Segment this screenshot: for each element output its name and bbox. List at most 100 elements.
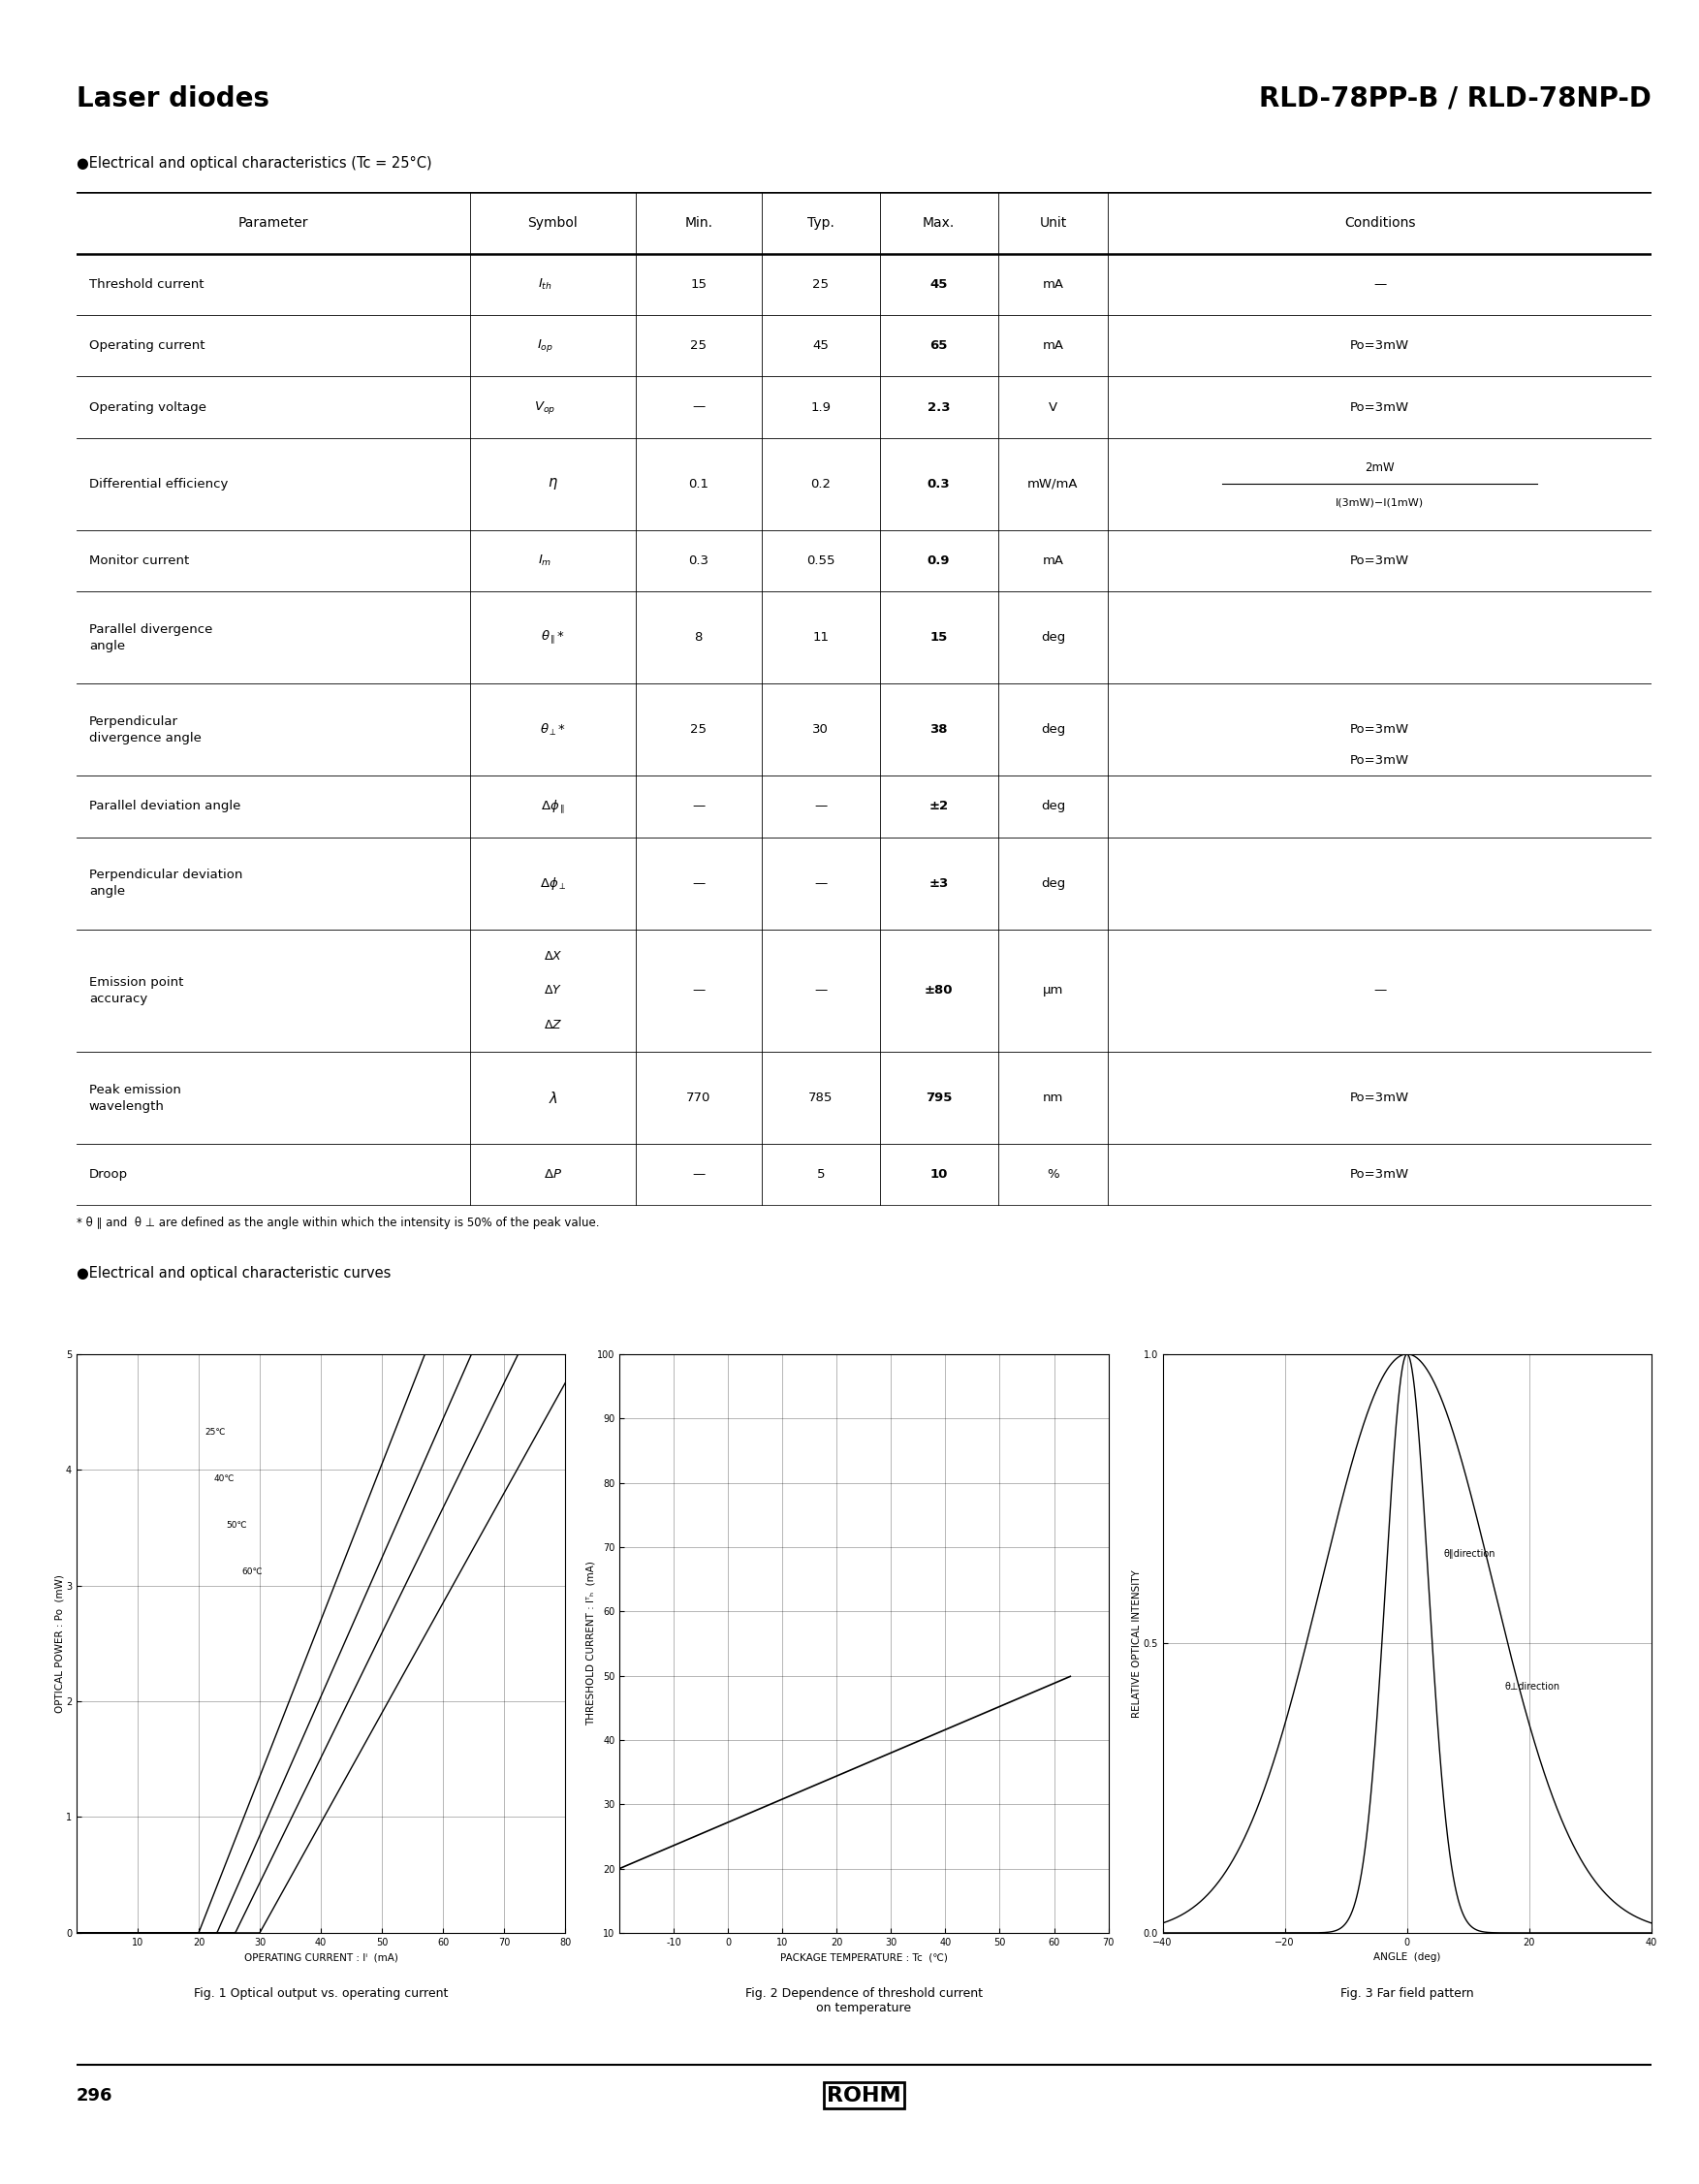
Text: 15: 15: [690, 277, 707, 290]
Text: —: —: [691, 799, 705, 812]
Text: %: %: [1047, 1168, 1058, 1182]
Text: 0.3: 0.3: [688, 555, 708, 568]
Text: $V_{op}$: $V_{op}$: [533, 400, 556, 415]
X-axis label: OPERATING CURRENT : Iⁱ  (mA): OPERATING CURRENT : Iⁱ (mA): [245, 1952, 398, 1963]
Text: deg: deg: [1041, 799, 1065, 812]
Text: Conditions: Conditions: [1344, 216, 1415, 229]
Text: Differential efficiency: Differential efficiency: [88, 478, 228, 489]
Text: 2.3: 2.3: [928, 402, 950, 413]
X-axis label: PACKAGE TEMPERATURE : Tc  (℃): PACKAGE TEMPERATURE : Tc (℃): [780, 1952, 948, 1963]
Text: 0.2: 0.2: [810, 478, 831, 489]
Text: Operating voltage: Operating voltage: [88, 402, 206, 413]
Text: ●Electrical and optical characteristics (Tc = 25°C): ●Electrical and optical characteristics …: [76, 157, 432, 170]
Text: 45: 45: [812, 339, 829, 352]
Text: 0.55: 0.55: [807, 555, 834, 568]
Text: 65: 65: [929, 339, 948, 352]
Text: deg: deg: [1041, 631, 1065, 644]
Text: —: —: [691, 402, 705, 413]
Text: $\theta_{\parallel}$*: $\theta_{\parallel}$*: [540, 629, 566, 646]
Text: RLD-78PP-B / RLD-78NP-D: RLD-78PP-B / RLD-78NP-D: [1259, 85, 1651, 111]
Text: $\Delta Y$: $\Delta Y$: [544, 985, 562, 996]
X-axis label: ANGLE  (deg): ANGLE (deg): [1373, 1952, 1441, 1963]
Text: 60℃: 60℃: [241, 1568, 262, 1577]
Text: $I_{m}$: $I_{m}$: [539, 553, 552, 568]
Text: θ⊥direction: θ⊥direction: [1505, 1682, 1560, 1693]
Text: I(3mW)−I(1mW): I(3mW)−I(1mW): [1335, 498, 1424, 507]
Text: 40℃: 40℃: [214, 1474, 234, 1483]
Text: 38: 38: [929, 723, 948, 736]
Text: Droop: Droop: [88, 1168, 127, 1182]
Text: Po=3mW: Po=3mW: [1351, 723, 1410, 736]
Text: Po=3mW: Po=3mW: [1351, 1168, 1410, 1182]
Text: 25: 25: [690, 723, 707, 736]
Text: —: —: [814, 876, 827, 889]
Text: 0.3: 0.3: [928, 478, 950, 489]
Text: Fig. 2 Dependence of threshold current
on temperature: Fig. 2 Dependence of threshold current o…: [746, 1987, 982, 2014]
Text: —: —: [814, 799, 827, 812]
Text: $\Delta Z$: $\Delta Z$: [544, 1018, 562, 1031]
Text: Peak emission
wavelength: Peak emission wavelength: [88, 1083, 182, 1112]
Y-axis label: THRESHOLD CURRENT : Iᵀₕ  (mA): THRESHOLD CURRENT : Iᵀₕ (mA): [586, 1562, 596, 1725]
Text: 11: 11: [812, 631, 829, 644]
Text: Symbol: Symbol: [528, 216, 578, 229]
Text: Perpendicular deviation
angle: Perpendicular deviation angle: [88, 869, 243, 898]
Text: Emission point
accuracy: Emission point accuracy: [88, 976, 183, 1005]
Text: 0.1: 0.1: [688, 478, 708, 489]
Text: Parallel divergence
angle: Parallel divergence angle: [88, 622, 212, 653]
Text: Monitor current: Monitor current: [88, 555, 189, 568]
Text: —: —: [1373, 277, 1386, 290]
Text: —: —: [691, 985, 705, 996]
Text: 8: 8: [695, 631, 703, 644]
Text: $\Delta\phi_{\parallel}$: $\Delta\phi_{\parallel}$: [540, 797, 566, 815]
Text: 1.9: 1.9: [810, 402, 831, 413]
Text: mA: mA: [1041, 339, 1064, 352]
Text: ●Electrical and optical characteristic curves: ●Electrical and optical characteristic c…: [76, 1267, 391, 1280]
Text: —: —: [691, 876, 705, 889]
Text: ±3: ±3: [929, 876, 948, 889]
Text: Po=3mW: Po=3mW: [1351, 1092, 1410, 1105]
Text: $\Delta\phi_{\perp}$: $\Delta\phi_{\perp}$: [540, 876, 566, 891]
Text: —: —: [691, 1168, 705, 1182]
Text: ±2: ±2: [929, 799, 948, 812]
Text: 25: 25: [812, 277, 829, 290]
Text: 2mW: 2mW: [1364, 461, 1395, 474]
Text: $\eta$: $\eta$: [547, 476, 557, 491]
Text: Parameter: Parameter: [238, 216, 309, 229]
Text: * θ ∥ and  θ ⊥ are defined as the angle within which the intensity is 50% of the: * θ ∥ and θ ⊥ are defined as the angle w…: [76, 1216, 600, 1230]
Text: 15: 15: [929, 631, 948, 644]
Text: 0.9: 0.9: [928, 555, 950, 568]
Text: 25: 25: [690, 339, 707, 352]
Y-axis label: RELATIVE OPTICAL INTENSITY: RELATIVE OPTICAL INTENSITY: [1132, 1570, 1142, 1717]
Text: Operating current: Operating current: [88, 339, 206, 352]
Text: Min.: Min.: [685, 216, 712, 229]
Text: Typ.: Typ.: [807, 216, 834, 229]
Text: 785: 785: [809, 1092, 833, 1105]
Text: Po=3mW: Po=3mW: [1351, 555, 1410, 568]
Text: $\Delta P$: $\Delta P$: [544, 1168, 562, 1182]
Text: $\Delta X$: $\Delta X$: [544, 950, 562, 963]
Text: Threshold current: Threshold current: [88, 277, 204, 290]
Text: Po=3mW: Po=3mW: [1351, 402, 1410, 413]
Text: mA: mA: [1041, 277, 1064, 290]
Text: Fig. 3 Far field pattern: Fig. 3 Far field pattern: [1341, 1987, 1473, 2001]
Text: 30: 30: [812, 723, 829, 736]
Text: Max.: Max.: [923, 216, 955, 229]
Text: Unit: Unit: [1040, 216, 1067, 229]
Text: θ∥direction: θ∥direction: [1444, 1548, 1495, 1559]
Text: Fig. 1 Optical output vs. operating current: Fig. 1 Optical output vs. operating curr…: [194, 1987, 449, 2001]
Text: $I_{th}$: $I_{th}$: [539, 277, 552, 293]
Text: deg: deg: [1041, 723, 1065, 736]
Text: nm: nm: [1043, 1092, 1064, 1105]
Text: 10: 10: [929, 1168, 948, 1182]
Text: Laser diodes: Laser diodes: [76, 85, 270, 111]
Text: —: —: [1373, 985, 1386, 996]
Text: 5: 5: [817, 1168, 824, 1182]
Text: Parallel deviation angle: Parallel deviation angle: [88, 799, 241, 812]
Text: 795: 795: [926, 1092, 951, 1105]
Text: 770: 770: [686, 1092, 710, 1105]
Text: 296: 296: [76, 2086, 112, 2103]
Text: Perpendicular
divergence angle: Perpendicular divergence angle: [88, 714, 202, 745]
Text: $\lambda$: $\lambda$: [549, 1090, 557, 1105]
Text: Po=3mW: Po=3mW: [1351, 753, 1410, 767]
Y-axis label: OPTICAL POWER : Po  (mW): OPTICAL POWER : Po (mW): [54, 1575, 65, 1712]
